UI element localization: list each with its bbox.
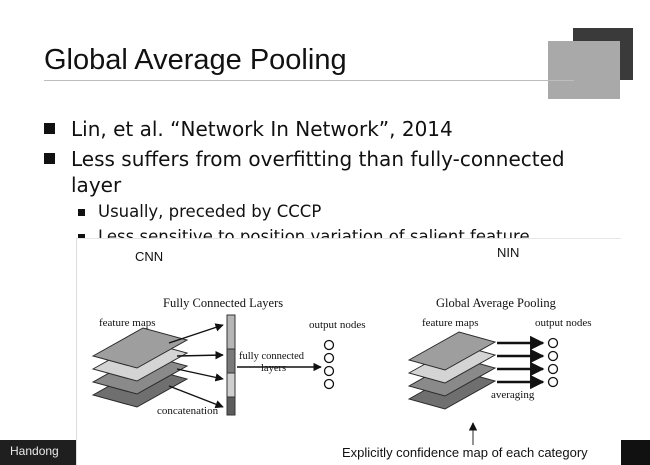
cnn-label: CNN [135, 249, 164, 264]
bullet-square-icon [44, 153, 55, 164]
decor-square-light [548, 41, 620, 99]
nin-feature-map-stack [407, 331, 497, 410]
cnn-output-nodes [323, 339, 335, 390]
nin-output-nodes [547, 337, 559, 388]
bullet-square-icon [44, 123, 55, 134]
footer-label: Handong [10, 444, 59, 458]
averaging-label: averaging [491, 389, 535, 401]
cnn-arrows [168, 323, 322, 409]
bullet-item: Less suffers from overfitting than fully… [44, 147, 565, 171]
sub-bullet-square-icon [78, 209, 85, 216]
gap-heading: Global Average Pooling [436, 296, 556, 310]
concatenation-label: concatenation [157, 405, 219, 417]
sub-bullet-square-icon [78, 234, 85, 241]
bullet-item: Lin, et al. “Network In Network”, 2014 [44, 117, 453, 141]
fc-label-line2: layers [261, 363, 287, 374]
title-divider [44, 80, 574, 81]
nin-label: NIN [497, 245, 520, 260]
bullet-text-continued: layer [71, 173, 122, 197]
nin-averaging-arrows [497, 335, 545, 390]
cnn-feature-map-stack [91, 327, 189, 408]
figure-diagram [91, 314, 559, 445]
cnn-output-nodes-label: output nodes [309, 319, 366, 331]
nin-output-nodes-label: output nodes [535, 317, 592, 329]
cnn-vs-nin-figure: CNN NIN Fully Connected Layers Global Av… [76, 238, 621, 465]
figure-caption: Explicitly confidence map of each catego… [342, 445, 588, 460]
sub-bullet-item: Usually, preceded by CCCP [78, 202, 321, 221]
nin-feature-maps-label: feature maps [422, 317, 479, 329]
bullet-text: Lin, et al. “Network In Network”, 2014 [71, 117, 453, 141]
cnn-concatenated-vector [226, 314, 236, 416]
fc-label-line1: fully connected [239, 351, 305, 362]
cnn-feature-maps-label: feature maps [99, 317, 156, 329]
sub-bullet-text: Usually, preceded by CCCP [98, 202, 322, 221]
footer-corner [620, 440, 650, 465]
fc-layers-heading: Fully Connected Layers [163, 296, 284, 310]
slide-title: Global Average Pooling [44, 44, 347, 76]
bullet-text: Less suffers from overfitting than fully… [71, 147, 565, 171]
